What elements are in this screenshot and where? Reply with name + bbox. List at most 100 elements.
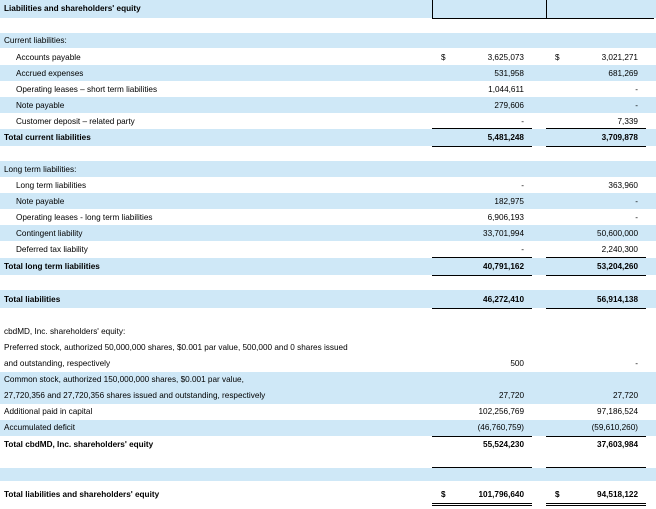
value-col2: 97,186,524 [597,407,638,416]
subtotal-rule [432,467,532,468]
value-col2: 50,600,000 [597,229,638,238]
value-col1: - [521,245,524,254]
value-col1: 279,606 [494,101,524,110]
subtotal-rule [546,257,646,258]
value-col2: 7,339 [617,117,639,126]
total-col2: 53,204,260 [597,262,638,271]
table-row: Accounts payable $ 3,625,073 $ 3,021,271 [0,49,656,65]
value-col2: 2,240,300 [601,245,638,254]
value-col1: 1,044,611 [488,85,524,94]
value-col2: 27,720 [612,391,638,400]
value-col2: - [635,213,638,222]
current-heading: Current liabilities: [4,36,67,45]
total-rule [432,275,532,276]
row-label: Deferred tax liability [16,245,88,254]
table-row: Note payable 279,606 - [0,97,656,113]
subtotal-rule [432,436,532,437]
value-col2: 3,021,271 [601,53,638,62]
table-row: Accumulated deficit (46,760,759) (59,610… [0,420,656,436]
total-label: Total liabilities [4,295,61,304]
row-label: Customer deposit – related party [16,117,135,126]
table-row: Note payable 182,975 - [0,193,656,209]
value-col1: 27,720 [498,391,524,400]
row-label: Operating leases - long term liabilities [16,213,153,222]
dollar-sign: $ [441,490,446,499]
total-rule [432,308,532,309]
table-row: Contingent liability 33,701,994 50,600,0… [0,225,656,241]
value-col1: 500 [510,359,524,368]
grand-total-col1: 101,796,640 [478,490,524,499]
row-label: Note payable [16,197,65,206]
value-col2: 363,960 [608,181,638,190]
total-label: Total long term liabilities [4,262,100,271]
total-rule [546,275,646,276]
dollar-sign: $ [441,53,446,62]
table-row: Customer deposit – related party - 7,339 [0,113,656,129]
table-row: Deferred tax liability - 2,240,300 [0,241,656,257]
column-divider [432,0,433,18]
equity-heading-row: cbdMD, Inc. shareholders' equity: [0,324,656,340]
row-label: Preferred stock, authorized 50,000,000 s… [4,343,348,352]
row-label: Operating leases – short term liabilitie… [16,85,158,94]
header-row: Liabilities and shareholders' equity [0,0,656,18]
grand-total-double-rule [546,503,646,506]
value-col1: 102,256,769 [478,407,524,416]
row-label: Accounts payable [16,53,81,62]
value-col2: 681,269 [608,69,638,78]
column-divider [546,0,547,18]
row-label: Long term liabilities [16,181,87,190]
value-col2: - [635,101,638,110]
value-col2: - [635,85,638,94]
value-col1: - [521,181,524,190]
longterm-heading: Long term liabilities: [4,165,77,174]
total-col2: 37,603,984 [597,440,638,449]
table-row: Additional paid in capital 102,256,769 9… [0,404,656,420]
value-col2: - [635,359,638,368]
total-label: Total cbdMD, Inc. shareholders' equity [4,440,154,449]
dollar-sign: $ [555,490,560,499]
row-label: and outstanding, respectively [4,359,111,368]
equity-heading: cbdMD, Inc. shareholders' equity: [4,327,126,336]
grand-total-label: Total liabilities and shareholders' equi… [4,490,160,499]
total-col1: 40,791,162 [483,262,524,271]
current-heading-row: Current liabilities: [0,33,656,48]
grand-total-row: Total liabilities and shareholders' equi… [0,486,656,503]
dollar-sign: $ [555,53,560,62]
total-row: Total cbdMD, Inc. shareholders' equity 5… [0,437,656,453]
value-col1: 33,701,994 [483,229,524,238]
header-underline [432,18,654,19]
value-col1: 531,958 [494,69,524,78]
table-row: 27,720,356 and 27,720,356 shares issued … [0,388,656,404]
row-label: Additional paid in capital [4,407,93,416]
total-liabilities-row: Total liabilities 46,272,410 56,914,138 [0,290,656,308]
table-row: Operating leases – short term liabilitie… [0,81,656,97]
subtotal-rule [546,467,646,468]
total-rule [432,146,532,147]
value-col1: - [521,117,524,126]
total-col2: 56,914,138 [597,295,638,304]
subtotal-rule [546,436,646,437]
longterm-heading-row: Long term liabilities: [0,161,656,177]
value-col2: - [635,197,638,206]
total-row: Total current liabilities 5,481,248 3,70… [0,129,656,146]
table-row: Long term liabilities - 363,960 [0,177,656,193]
total-col1: 46,272,410 [483,295,524,304]
row-label: Accumulated deficit [4,423,75,432]
subtotal-rule [432,128,532,129]
table-row: Preferred stock, authorized 50,000,000 s… [0,340,656,356]
value-col1: (46,760,759) [477,423,524,432]
value-col1: 182,975 [494,197,524,206]
value-col1: 3,625,073 [487,53,524,62]
table-row: and outstanding, respectively 500 - [0,356,656,372]
grand-total-col2: 94,518,122 [597,490,638,499]
row-label: Contingent liability [16,229,83,238]
subtotal-rule [432,257,532,258]
total-rule [546,146,646,147]
section-title: Liabilities and shareholders' equity [4,4,141,13]
total-label: Total current liabilities [4,133,91,142]
table-row: Common stock, authorized 150,000,000 sha… [0,372,656,388]
table-row: Operating leases - long term liabilities… [0,209,656,225]
total-row: Total long term liabilities 40,791,162 5… [0,258,656,275]
total-col2: 3,709,878 [601,133,638,142]
